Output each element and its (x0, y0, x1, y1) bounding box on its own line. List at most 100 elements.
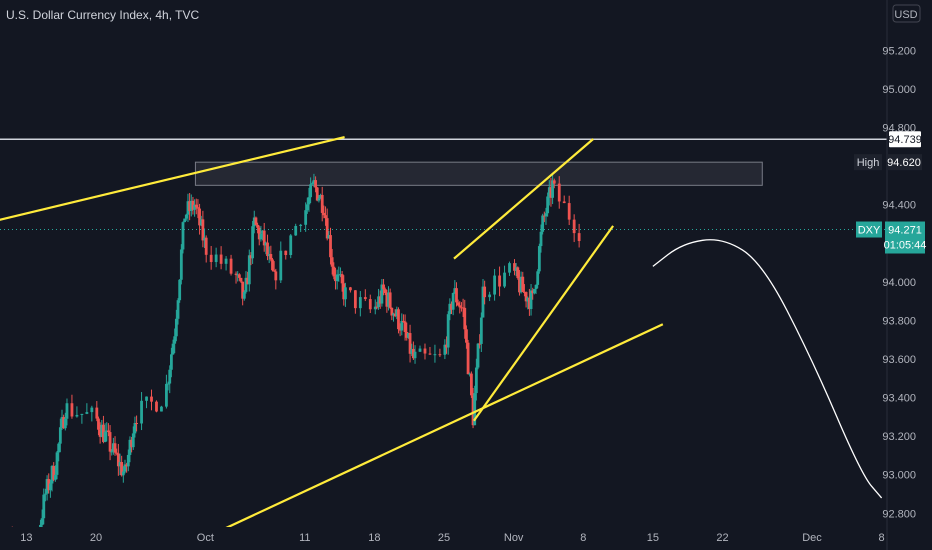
price-tick: 93.400 (882, 393, 916, 405)
candle-body (60, 417, 64, 428)
candle-body (514, 267, 518, 271)
trendline-3 (472, 225, 615, 422)
candle-body (126, 454, 130, 467)
candle-body (536, 271, 540, 285)
last-price-tag (885, 221, 925, 254)
candle-body (403, 321, 407, 332)
candle-body (519, 276, 523, 293)
candle-body (373, 306, 377, 310)
candle-body (272, 270, 276, 272)
candle-body (552, 180, 556, 184)
candle-body (460, 307, 463, 309)
price-tick: 93.800 (882, 315, 916, 327)
time-tick: 20 (90, 532, 102, 544)
time-tick: 22 (716, 532, 728, 544)
candle-body (340, 274, 344, 284)
candle-body (244, 277, 248, 292)
candle-body (254, 217, 258, 225)
candle-body (53, 474, 57, 480)
candle-body (523, 291, 526, 293)
candle-body (368, 299, 372, 310)
candle-body (309, 184, 313, 198)
candle-body (398, 329, 402, 331)
price-tick: 93.600 (882, 354, 916, 366)
time-tick: Dec (802, 532, 822, 544)
candle-body (188, 201, 192, 211)
candle-body (344, 287, 347, 300)
candle-body (135, 422, 138, 424)
candle-body (493, 275, 496, 295)
candle-body (45, 479, 49, 494)
candle-body (312, 180, 316, 184)
price-axis-panel (887, 0, 932, 550)
candle-body (508, 263, 511, 273)
candle-body (130, 439, 134, 448)
candle-body (408, 333, 412, 354)
candle-body (537, 246, 541, 272)
candle-body (380, 284, 384, 304)
candle-body (481, 286, 485, 318)
candle-body (526, 297, 530, 302)
candle-body (173, 336, 177, 344)
candle-body (322, 212, 326, 216)
time-axis-panel (0, 527, 887, 550)
candle-body (503, 272, 506, 287)
candle-body (219, 254, 223, 264)
level-price-tag (889, 131, 921, 148)
time-tick: 8 (879, 532, 885, 544)
countdown-value: 01:05:44 (884, 240, 927, 252)
candle-body (423, 348, 427, 354)
candle-body (353, 290, 357, 309)
candle-body (176, 300, 180, 319)
candle-body (189, 200, 193, 211)
candle-body (116, 453, 120, 467)
candle-body (438, 354, 442, 356)
candle-body (428, 353, 432, 355)
candle-body (329, 235, 332, 258)
candle-body (544, 213, 548, 217)
candle-body (433, 354, 437, 356)
candle-body (407, 333, 410, 338)
candle-body (52, 466, 56, 480)
candle-body (524, 292, 528, 302)
candle-body (70, 403, 74, 417)
candle-body (145, 396, 148, 401)
candle-body (445, 344, 448, 348)
high-price-value: 94.620 (887, 157, 921, 169)
candle-body (186, 201, 190, 215)
candle-body (339, 274, 342, 276)
symbol-label: DXY (858, 225, 881, 237)
candle-body (133, 422, 137, 434)
candle-body (546, 196, 550, 214)
candle-body (451, 293, 455, 310)
candle-body (121, 471, 125, 476)
candle-body (102, 424, 105, 442)
price-tick: 94.000 (882, 277, 916, 289)
candle-body (358, 297, 362, 309)
price-tick: 95.200 (882, 45, 916, 57)
trendline-4 (453, 138, 594, 260)
candle-body (85, 412, 89, 414)
candle-body (518, 278, 521, 293)
candle-body (98, 429, 102, 437)
chart-title: U.S. Dollar Currency Index, 4h, TVC (6, 8, 200, 22)
time-tick: Nov (504, 532, 524, 544)
candle-body (413, 351, 417, 359)
candle-body (48, 483, 52, 491)
candle-body (259, 233, 263, 240)
last-price-value: 94.271 (888, 225, 922, 237)
price-tick: 92.800 (882, 508, 916, 520)
candle-body (469, 373, 473, 396)
candle-body (390, 307, 394, 316)
candle-body (463, 307, 467, 330)
candle-body (128, 439, 132, 455)
price-tick: 93.000 (882, 470, 916, 482)
candle-body (115, 452, 119, 454)
candle-body (532, 289, 536, 294)
candle-body (317, 198, 321, 201)
time-tick: 8 (580, 532, 586, 544)
candle-body (330, 257, 334, 267)
candle-body (314, 180, 317, 188)
candle-body (239, 277, 243, 282)
